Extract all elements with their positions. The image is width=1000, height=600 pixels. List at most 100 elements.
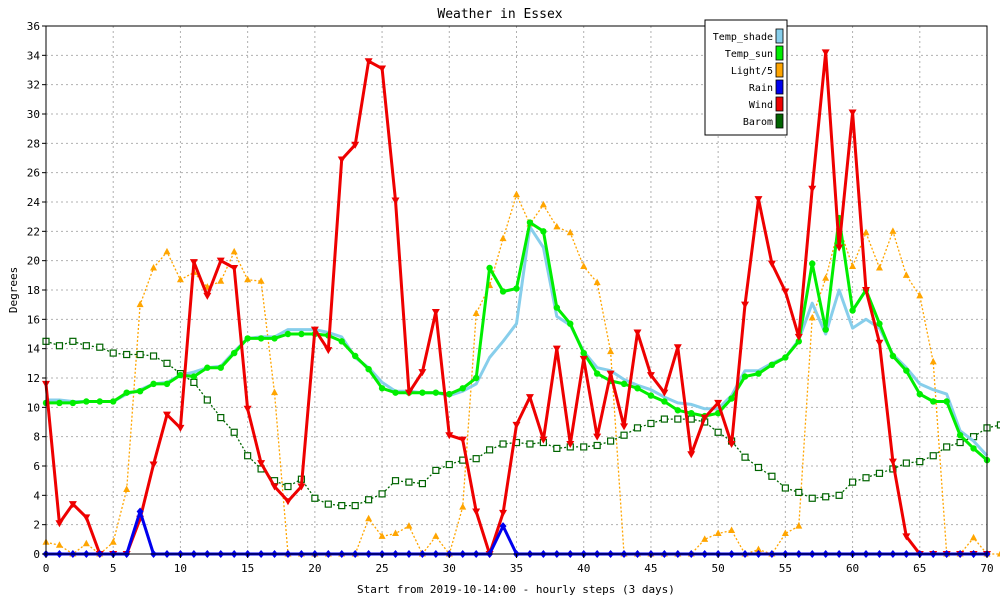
data-point-wind	[458, 436, 467, 444]
data-point-wind	[310, 326, 319, 334]
data-point-barom	[902, 459, 910, 467]
data-point-barom	[916, 458, 924, 466]
data-point-temp-sun	[284, 330, 292, 338]
data-point-temp-sun	[244, 335, 251, 342]
data-point-wind	[525, 394, 534, 402]
data-point-light-5	[808, 313, 816, 321]
data-point-wind	[606, 370, 615, 378]
data-point-barom	[418, 480, 426, 488]
data-point-barom	[687, 415, 695, 423]
y-tick-label: 20	[27, 255, 40, 268]
data-point-wind	[767, 260, 776, 268]
x-tick-label: 0	[43, 562, 50, 575]
data-point-rain	[136, 507, 144, 516]
data-point-barom	[741, 453, 749, 461]
data-point-temp-sun	[136, 388, 144, 395]
y-tick-label: 18	[27, 284, 40, 297]
data-point-light-5	[392, 529, 400, 536]
data-point-light-5	[271, 388, 279, 396]
y-tick-label: 22	[27, 225, 40, 238]
data-point-wind	[283, 498, 292, 506]
data-point-wind	[499, 509, 508, 517]
data-point-temp-sun	[231, 349, 238, 357]
legend-swatch-temp-shade	[775, 28, 784, 44]
y-tick-label: 6	[33, 460, 40, 473]
data-point-light-5	[539, 200, 547, 208]
data-point-wind	[808, 185, 817, 193]
data-point-wind	[566, 441, 575, 448]
data-point-barom	[244, 452, 252, 460]
data-point-temp-sun	[809, 260, 816, 267]
data-point-wind	[270, 483, 279, 491]
data-point-temp-sun	[96, 398, 103, 405]
series-line-barom	[45, 340, 1000, 507]
data-point-light-5	[55, 541, 63, 548]
x-tick-label: 30	[443, 562, 456, 575]
data-point-temp-sun	[526, 219, 534, 226]
data-point-wind	[539, 436, 548, 444]
data-point-wind	[579, 355, 588, 363]
data-point-wind	[337, 156, 346, 164]
data-point-wind	[620, 423, 629, 431]
data-point-temp-sun	[795, 338, 802, 345]
y-axis-label: Degrees	[7, 267, 20, 313]
data-point-light-5	[970, 533, 978, 541]
legend-swatch-temp-sun	[775, 45, 784, 61]
data-point-light-5	[109, 538, 117, 545]
data-point-wind	[875, 339, 884, 347]
data-point-wind	[781, 288, 790, 296]
data-point-wind	[472, 508, 481, 516]
data-point-barom	[405, 478, 413, 486]
data-point-barom	[795, 488, 803, 496]
data-point-barom	[754, 463, 763, 472]
data-point-temp-sun	[190, 373, 198, 380]
y-tick-label: 4	[33, 489, 40, 502]
data-point-wind	[404, 389, 413, 397]
data-point-wind	[55, 520, 64, 528]
data-point-temp-sun	[661, 398, 668, 405]
data-point-wind	[835, 244, 844, 252]
data-point-temp-sun	[782, 354, 789, 361]
legend-swatch-rain	[775, 79, 784, 95]
data-point-barom	[862, 474, 870, 482]
x-tick-label: 45	[644, 562, 657, 575]
x-tick-label: 40	[577, 562, 590, 575]
y-tick-label: 2	[33, 519, 40, 532]
data-point-barom	[378, 490, 386, 498]
legend-label-barom: Barom	[743, 117, 773, 128]
x-tick-label: 10	[174, 562, 187, 575]
data-point-temp-sun	[204, 364, 211, 371]
data-point-wind	[714, 399, 723, 407]
x-tick-label: 55	[779, 562, 792, 575]
data-point-barom	[943, 443, 951, 451]
data-point-light-5	[472, 309, 480, 316]
data-point-temp-sun	[822, 326, 829, 333]
data-point-light-5	[728, 526, 736, 534]
data-point-wind	[646, 372, 655, 380]
data-point-wind	[512, 421, 521, 429]
data-point-barom	[808, 494, 816, 502]
data-point-barom	[956, 438, 964, 447]
data-point-wind	[203, 292, 212, 300]
data-point-barom	[606, 437, 615, 445]
data-point-barom	[432, 466, 440, 474]
data-point-temp-sun	[419, 389, 426, 396]
data-point-light-5	[499, 234, 507, 242]
y-tick-label: 26	[27, 167, 40, 180]
data-point-temp-sun	[567, 320, 574, 327]
y-tick-label: 30	[27, 108, 40, 121]
data-point-barom	[123, 350, 131, 359]
data-point-temp-sun	[459, 385, 466, 392]
legend-label-light-5: Light/5	[731, 66, 773, 77]
data-point-barom	[445, 460, 453, 469]
data-point-temp-sun	[432, 389, 440, 396]
y-tick-label: 32	[27, 79, 40, 92]
data-point-barom	[674, 415, 682, 423]
data-point-barom	[526, 440, 534, 448]
data-point-light-5	[795, 522, 803, 529]
data-point-wind	[660, 389, 669, 397]
data-point-temp-sun	[56, 399, 63, 407]
data-point-temp-sun	[69, 399, 77, 407]
x-axis-label: Start from 2019-10-14:00 - hourly steps …	[357, 583, 675, 596]
